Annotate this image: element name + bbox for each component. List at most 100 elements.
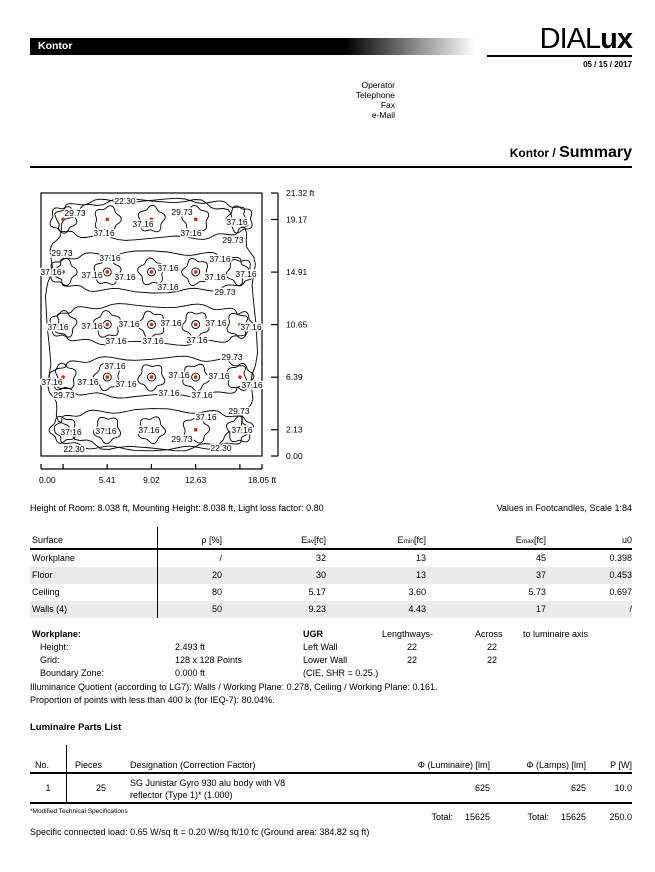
svg-text:29.73: 29.73 [222,235,244,245]
surface-cell: 13 [415,553,426,563]
ugr-left-wall-v1: 22 [406,642,417,652]
workplane-height-label: Height: [40,642,69,652]
parts-col-lum-flux: Φ (Luminaire) [lm] [330,745,490,774]
svg-text:18.05 ft: 18.05 ft [248,475,277,485]
svg-text:22.30: 22.30 [210,443,232,453]
parts-col-pieces: Pieces [67,745,112,774]
proportion-line: Proportion of points with less than 400 … [30,695,275,705]
parts-footnote: *Modified Technical Specifications [30,808,128,815]
parts-cell-no: 1 [30,774,67,804]
surface-cell: 5.73 [528,587,546,597]
surface-cell: 0.453 [546,567,632,584]
parts-col-designation: Designation (Correction Factor) [112,745,330,774]
parts-cell-pieces: 25 [67,774,112,804]
svg-text:29.73: 29.73 [228,406,250,416]
contact-telephone: Telephone [355,90,395,100]
svg-text:37.16: 37.16 [235,269,257,279]
parts-cell-lamp-flux: 625 [490,774,586,804]
svg-text:37.16: 37.16 [157,282,179,292]
svg-text:37.16: 37.16 [186,335,208,345]
ugr-title: UGR [303,629,323,639]
svg-text:29.73: 29.73 [171,207,193,217]
svg-text:29.73: 29.73 [64,208,86,218]
svg-text:37.16: 37.16 [104,361,126,371]
surface-cell: Floor [30,567,158,584]
svg-text:37.16: 37.16 [157,263,179,273]
svg-text:37.16: 37.16 [241,380,263,390]
svg-text:37.16: 37.16 [231,425,253,435]
svg-text:37.16: 37.16 [60,427,82,437]
svg-text:37.16: 37.16 [180,228,202,238]
svg-text:37.16: 37.16 [142,336,164,346]
surface-cell: 80 [211,587,222,597]
surface-cell: 0.697 [609,587,632,597]
svg-text:37.16: 37.16 [95,426,117,436]
svg-text:37.16: 37.16 [138,425,160,435]
surface-cell: 4.43 [326,601,426,618]
surface-cell: 3.60 [408,587,426,597]
svg-text:14.91: 14.91 [286,267,308,277]
surface-col-header: Surface [30,527,158,550]
svg-text:37.16: 37.16 [99,253,121,263]
svg-text:10.65: 10.65 [286,320,308,330]
surface-cell: 50 [158,601,222,618]
surface-cell: Workplane [30,550,158,567]
svg-text:37.16: 37.16 [191,390,213,400]
workplane-grid-value: 128 x 128 Points [175,655,243,665]
header-room-name: Kontor [38,40,73,52]
svg-text:29.73: 29.73 [53,390,75,400]
surface-cell: 9.23 [222,601,326,618]
workplane-boundary-value: 0.000 ft [175,668,206,678]
u0-col-header: u0 [546,527,632,550]
svg-text:37.16: 37.16 [40,267,62,277]
svg-text:19.17: 19.17 [286,215,308,225]
parts-cell-power: 10.0 [586,774,632,804]
surface-cell: Walls (4) [30,601,158,618]
parts-cell-designation: SG Junistar Gyro 930 alu body with V8 re… [112,774,330,804]
svg-text:0.00: 0.00 [39,475,56,485]
parts-col-lamp-flux: Φ (Lamps) [lm] [490,745,586,774]
svg-text:29.73: 29.73 [171,434,193,444]
svg-text:37.16: 37.16 [160,318,182,328]
parts-total-power: 250.0 [609,812,632,822]
svg-text:21.32 ft: 21.32 ft [286,188,315,198]
parts-col-no: No. [30,745,67,774]
svg-text:37.16: 37.16 [168,370,190,380]
surface-cell: 30 [222,567,326,584]
svg-text:37.16: 37.16 [158,388,180,398]
svg-text:37.16: 37.16 [41,377,63,387]
parts-list-table: No. Pieces Designation (Correction Facto… [30,745,632,826]
parts-total-lamps: Total: 15625 [527,812,586,822]
svg-text:2.13: 2.13 [286,425,303,435]
dialux-logo: DIALux [487,23,633,57]
ugr-col-lengthways: Lengthways- [382,629,434,639]
workplane-section: Workplane: Height: 2.493 ft Grid: 128 x … [30,629,632,709]
parts-total-lum: Total: 15625 [431,812,490,822]
svg-text:37.16: 37.16 [226,217,248,227]
contact-operator: Operator [361,80,395,90]
surface-cell: 5.17 [308,587,326,597]
svg-text:6.39: 6.39 [286,372,303,382]
workplane-grid-label: Grid: [40,655,60,665]
svg-text:37.16: 37.16 [208,371,230,381]
svg-text:37.16: 37.16 [47,322,69,332]
svg-text:29.73: 29.73 [51,248,73,258]
logo-ux-text: ux [600,23,633,55]
ugr-col-across: Across [475,629,503,639]
svg-text:0.00: 0.00 [286,451,303,461]
svg-text:29.73: 29.73 [214,287,236,297]
parts-list-title: Luminaire Parts List [30,722,122,733]
surface-cell: / [219,553,222,563]
room-info-left: Height of Room: 8.038 ft, Mounting Heigh… [30,503,324,513]
room-info-line: Height of Room: 8.038 ft, Mounting Heigh… [30,503,632,513]
workplane-title: Workplane: [32,629,81,639]
svg-text:9.02: 9.02 [143,475,160,485]
surface-cell: Ceiling [30,584,158,601]
svg-text:37.16: 37.16 [209,254,231,264]
rho-col-header: ρ [%] [158,527,222,550]
room-info-right: Values in Footcandles, Scale 1:84 [496,503,632,513]
svg-text:37.16: 37.16 [118,319,140,329]
svg-text:37.16: 37.16 [105,336,127,346]
